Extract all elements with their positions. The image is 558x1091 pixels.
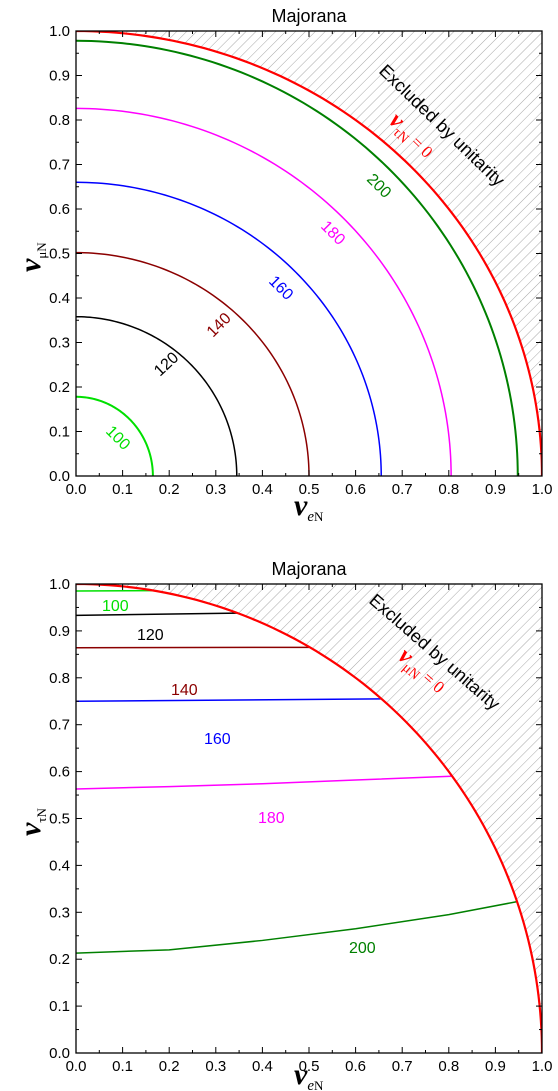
x-tick-label: 0.9 [485, 481, 506, 498]
x-tick-label: 0.4 [252, 1058, 273, 1075]
unitarity-boundary-top [76, 31, 542, 476]
y-tick-label: 0.5 [49, 246, 70, 263]
x-axis-label-bottom: νeN [294, 1058, 324, 1091]
panel-bottom: 0.0 0.1 0.2 0.3 0.4 0.5 0.6 0.7 0.8 0.9 1.0 0.0 0.1 0… [14, 559, 552, 1091]
contour-120-bottom [76, 612, 237, 617]
y-tick-label: 0.8 [49, 670, 70, 687]
y-tick-label: 0.2 [49, 951, 70, 968]
excluded-region-top [76, 31, 542, 476]
x-tick-label: 0.3 [205, 481, 226, 498]
contour-layer-top [76, 31, 542, 476]
contour-140-top [76, 251, 310, 476]
x-tick-label: 0.6 [345, 481, 366, 498]
x-tick-label: 1.0 [532, 1058, 553, 1075]
chart-title-top: Majorana [271, 6, 347, 26]
y-tick-label: 0.7 [49, 717, 70, 734]
x-tick-label: 1.0 [532, 481, 553, 498]
y-axis-label-bottom: ντN [14, 807, 49, 836]
y-tick-label: 1.0 [49, 23, 70, 40]
x-tick-label: 0.9 [485, 1058, 506, 1075]
contour-label-140-bottom: 140 [171, 682, 198, 699]
x-tick-label: 0.0 [66, 1058, 87, 1075]
x-tick-label: 0.5 [299, 1058, 320, 1075]
y-tick-label: 0.9 [49, 623, 70, 640]
y-tick-label: 0.9 [49, 68, 70, 85]
contour-label-200-bottom: 200 [349, 940, 376, 957]
x-tick-label: 0.8 [438, 1058, 459, 1075]
contour-160-bottom [76, 698, 382, 702]
contour-label-180-bottom: 180 [258, 810, 285, 827]
x-tick-label: 0.1 [112, 481, 133, 498]
y-tick-label: 0.3 [49, 904, 70, 921]
contour-180-top [76, 107, 452, 476]
ticks-bottom: 0.0 0.1 0.2 0.3 0.4 0.5 0.6 0.7 0.8 0.9 1.0 0.0 0.1 0… [49, 576, 552, 1075]
x-tick-label: 0.3 [205, 1058, 226, 1075]
y-tick-label: 0.6 [49, 764, 70, 781]
contour-label-140-top: 140 [204, 310, 235, 341]
y-tick-label: 0.3 [49, 335, 70, 352]
y-tick-label: 0.2 [49, 379, 70, 396]
contour-120-top [76, 315, 238, 476]
x-tick-label: 0.6 [345, 1058, 366, 1075]
contour-160-top [76, 181, 382, 476]
unitarity-boundary-bottom [76, 584, 542, 1053]
ticks-top: 0.0 0.1 0.2 0.3 0.4 0.5 0.6 0.7 0.8 0.9 1.0 0.0 0.1 0… [49, 23, 552, 498]
y-axis-label-top: νμN [14, 242, 49, 272]
x-tick-label: 0.2 [159, 481, 180, 498]
x-tick-label: 0.7 [392, 1058, 413, 1075]
chart-title-bottom: Majorana [271, 559, 347, 579]
y-tick-label: 0.4 [49, 290, 70, 307]
x-tick-label: 0.0 [66, 481, 87, 498]
y-tick-label: 0.0 [49, 1045, 70, 1062]
contour-label-120-bottom: 120 [137, 627, 164, 644]
y-tick-label: 0.7 [49, 157, 70, 174]
panel-top: 0.0 0.1 0.2 0.3 0.4 0.5 0.6 0.7 0.8 0.9 1.0 0.0 0.1 0… [14, 6, 552, 525]
contour-label-120-top: 120 [151, 349, 182, 380]
contour-200-bottom [76, 900, 518, 954]
x-tick-label: 0.4 [252, 481, 273, 498]
contour-label-180-top: 180 [317, 218, 348, 249]
contour-label-160-bottom: 160 [204, 731, 231, 748]
x-tick-label: 0.5 [299, 481, 320, 498]
y-tick-label: 0.4 [49, 857, 70, 874]
x-tick-label: 0.1 [112, 1058, 133, 1075]
contour-100-top [76, 395, 154, 476]
x-axis-label-top: νeN [294, 489, 324, 525]
x-tick-label: 0.8 [438, 481, 459, 498]
contour-label-100-bottom: 100 [102, 598, 129, 615]
contour-label-200-top: 200 [363, 171, 394, 202]
excluded-region-bottom [76, 584, 542, 1053]
y-tick-label: 0.6 [49, 201, 70, 218]
contour-label-100-top: 100 [102, 423, 133, 454]
y-tick-label: 0.0 [49, 468, 70, 485]
y-tick-label: 1.0 [49, 576, 70, 593]
x-tick-label: 0.7 [392, 481, 413, 498]
y-tick-label: 0.5 [49, 811, 70, 828]
y-tick-label: 0.1 [49, 998, 70, 1015]
contour-180-bottom [76, 775, 452, 790]
contour-label-160-top: 160 [265, 273, 296, 304]
x-tick-label: 0.2 [159, 1058, 180, 1075]
contour-layer-bottom [76, 584, 542, 1053]
contour-200-top [76, 39, 519, 476]
y-tick-label: 0.1 [49, 424, 70, 441]
y-tick-label: 0.8 [49, 112, 70, 129]
